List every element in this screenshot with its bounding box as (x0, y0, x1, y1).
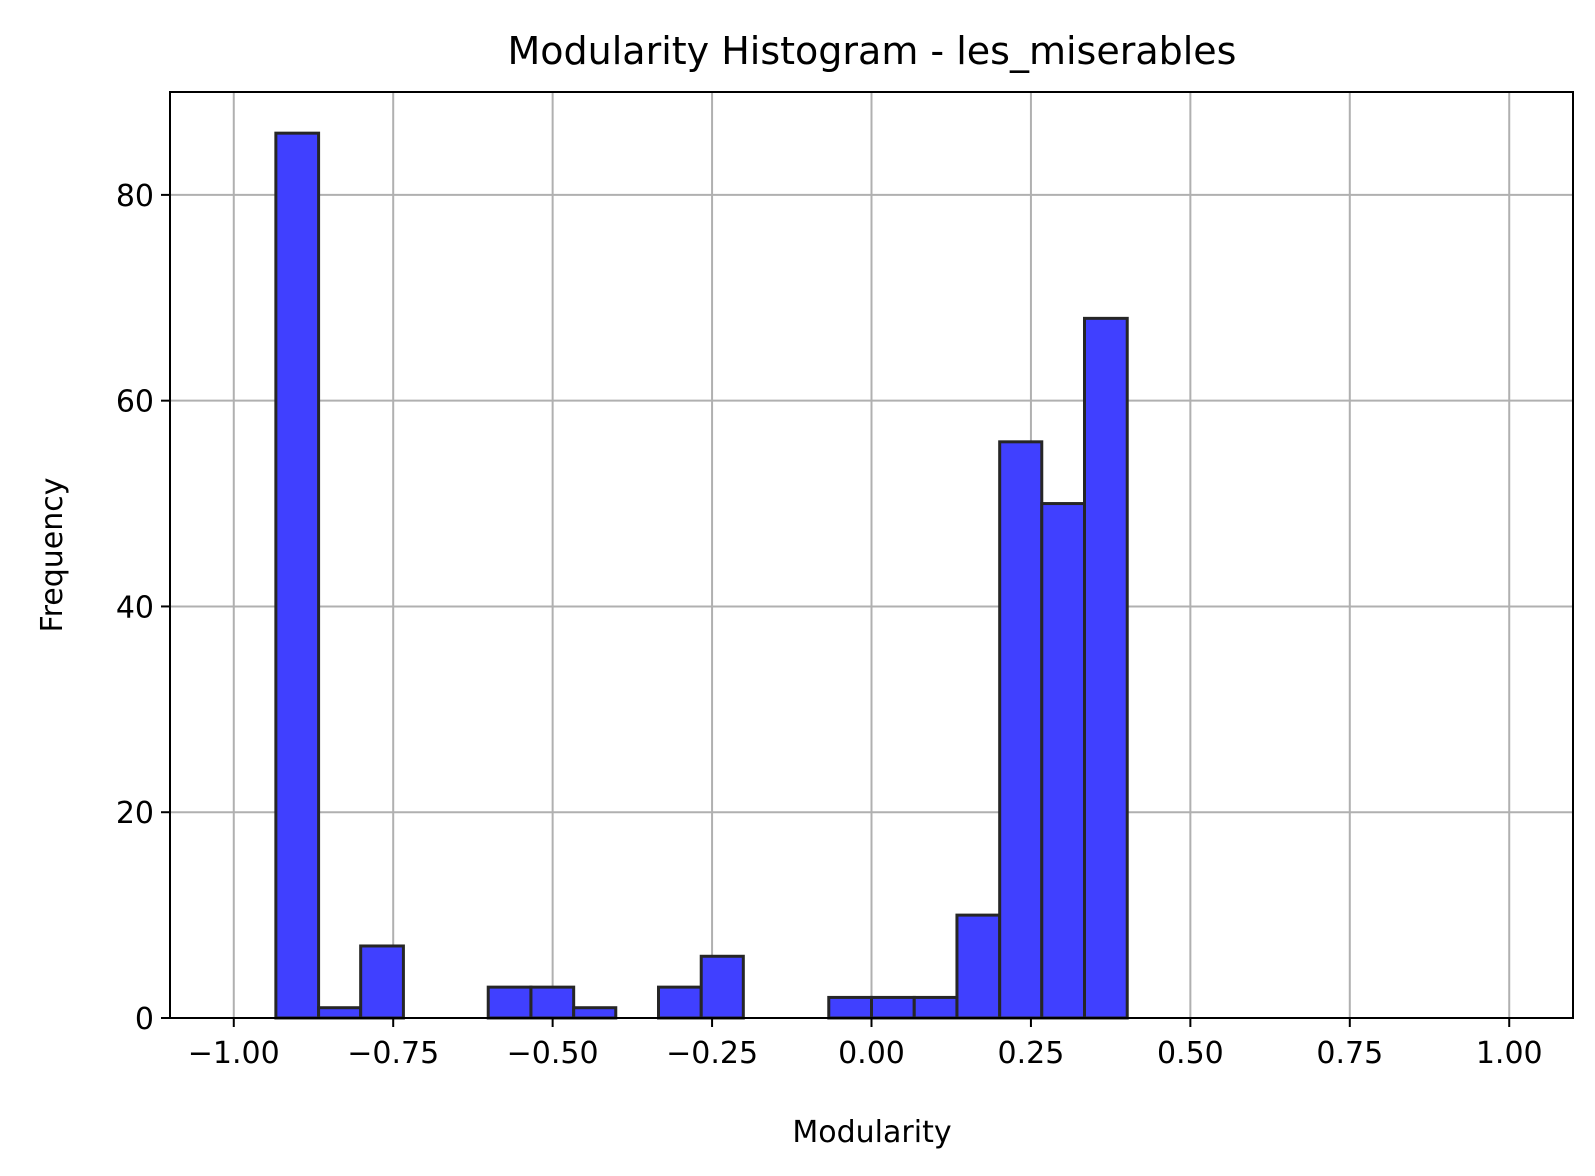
grid-lines (170, 92, 1573, 1019)
chart-title: Modularity Histogram - les_miserables (508, 29, 1237, 73)
x-tick-label-1: −0.75 (347, 1036, 439, 1071)
y-tick-label-2: 40 (116, 590, 154, 625)
y-tick-label-3: 60 (116, 385, 154, 420)
histogram-bar-10 (699, 954, 745, 1020)
x-tick-label-3: −0.25 (666, 1036, 758, 1071)
x-tick-label-8: 1.00 (1476, 1036, 1543, 1071)
y-tick-label-4: 80 (116, 179, 154, 214)
x-tick-label-7: 0.75 (1316, 1036, 1383, 1071)
x-tick-label-6: 0.50 (1157, 1036, 1224, 1071)
x-axis-ticks: −1.00 −0.75 −0.50 −0.25 0.00 0.25 0.50 0.75 1.00 (188, 1018, 1543, 1071)
histogram-bar-18 (1040, 502, 1087, 1020)
histogram-bar-2 (359, 944, 405, 1020)
histogram-bar-6 (529, 985, 576, 1020)
histogram-bar-15 (912, 995, 959, 1020)
x-tick-label-4: 0.00 (838, 1036, 905, 1071)
y-tick-label-0: 0 (135, 1002, 154, 1037)
histogram-bar-1 (317, 1006, 363, 1020)
histogram-bar-19 (1083, 316, 1129, 1020)
x-tick-label-0: −1.00 (188, 1036, 280, 1071)
y-tick-label-1: 20 (116, 796, 154, 831)
y-axis-label: Frequency (35, 478, 70, 633)
y-axis-ticks: 0 20 40 60 80 (116, 179, 170, 1037)
histogram-bar-7 (572, 1006, 618, 1020)
x-tick-label-2: −0.50 (507, 1036, 599, 1071)
histogram-bar-17 (998, 440, 1044, 1020)
x-tick-label-5: 0.25 (998, 1036, 1065, 1071)
histogram-bar-16 (955, 913, 1002, 1020)
x-axis-label: Modularity (792, 1115, 951, 1150)
histogram-bar-5 (486, 985, 533, 1020)
histogram-bar-13 (827, 995, 874, 1020)
histogram-bars (274, 131, 1129, 1020)
histogram-bar-9 (656, 985, 703, 1020)
histogram-bar-0 (274, 131, 321, 1020)
histogram-bar-14 (870, 995, 916, 1020)
